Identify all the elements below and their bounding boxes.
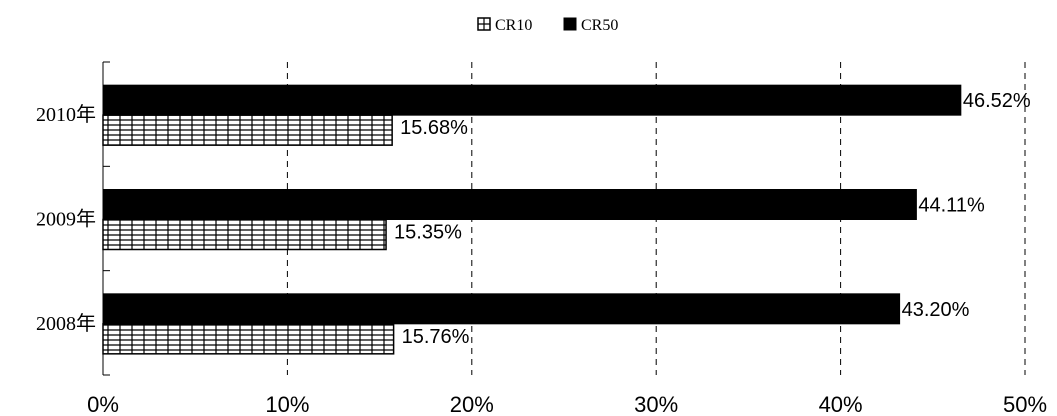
bar-cr10 (102, 114, 393, 146)
bars (102, 84, 962, 355)
legend-swatch-cr50 (563, 17, 577, 31)
x-tick-label: 30% (634, 392, 678, 416)
bar-cr10 (102, 323, 395, 355)
category-label: 2010年 (36, 103, 96, 126)
bar-cr50 (102, 293, 901, 325)
legend-label-cr50: CR50 (581, 17, 618, 34)
legend: CR10 CR50 (477, 17, 618, 34)
legend-label-cr10: CR10 (495, 17, 532, 34)
x-tick-label: 10% (265, 392, 309, 416)
x-tick-label: 50% (1003, 392, 1047, 416)
bar-cr50 (102, 189, 917, 220)
labels: 0% 10% 20% 30% 40% 50% 2008年 43.20% 15.76% 2009年 4… (36, 90, 1047, 416)
x-tick-label: 40% (819, 392, 863, 416)
category-label: 2009年 (36, 208, 96, 231)
bar-cr50 (102, 84, 962, 116)
x-tick-label: 0% (87, 392, 119, 416)
axes (102, 61, 110, 376)
category-label: 2008年 (36, 312, 96, 335)
data-label-cr10: 15.76% (402, 326, 470, 348)
data-label-cr50: 46.52% (963, 90, 1031, 112)
data-label-cr10: 15.35% (394, 222, 462, 244)
data-label-cr50: 43.20% (902, 299, 970, 321)
data-label-cr10: 15.68% (400, 117, 468, 139)
legend-swatch-hatch (478, 18, 490, 30)
bar-cr10 (102, 218, 387, 251)
data-label-cr50: 44.11% (918, 195, 985, 217)
x-tick-label: 20% (450, 392, 494, 416)
